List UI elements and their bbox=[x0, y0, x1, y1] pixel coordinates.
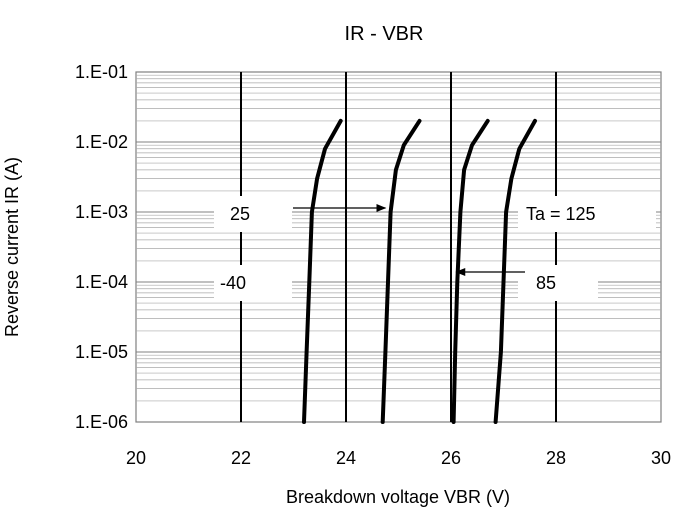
x-tick-label: 20 bbox=[126, 448, 146, 468]
series-line-3 bbox=[451, 118, 490, 424]
series-line-1 bbox=[302, 118, 343, 424]
plot-area bbox=[135, 71, 662, 423]
label-background bbox=[214, 196, 292, 232]
x-axis-label: Breakdown voltage VBR (V) bbox=[286, 487, 510, 507]
annotations: 25 -40 Ta = 125 85 bbox=[220, 204, 596, 293]
label-background bbox=[518, 196, 656, 232]
annotation-label: -40 bbox=[220, 273, 246, 293]
y-tick-label: 1.E-06 bbox=[75, 412, 128, 432]
annotation-label: Ta = 125 bbox=[526, 204, 596, 224]
y-tick-label: 1.E-02 bbox=[75, 132, 128, 152]
label-background bbox=[214, 265, 292, 301]
y-tick-label: 1.E-04 bbox=[75, 272, 128, 292]
y-tick-label: 1.E-05 bbox=[75, 342, 128, 362]
x-tick-label: 24 bbox=[336, 448, 356, 468]
x-tick-label: 26 bbox=[441, 448, 461, 468]
series-layer bbox=[302, 118, 537, 424]
y-tick-label: 1.E-01 bbox=[75, 62, 128, 82]
chart-title: IR - VBR bbox=[345, 23, 424, 45]
y-axis-label: Reverse current IR (A) bbox=[2, 157, 22, 337]
annotation-label: 25 bbox=[230, 204, 250, 224]
series-line-4 bbox=[493, 118, 537, 424]
annotation-label: 85 bbox=[536, 273, 556, 293]
label-background bbox=[518, 265, 598, 301]
x-tick-label: 28 bbox=[546, 448, 566, 468]
x-tick-label: 30 bbox=[651, 448, 671, 468]
y-tick-label: 1.E-03 bbox=[75, 202, 128, 222]
y-tick-labels: 1.E-06 1.E-05 1.E-04 1.E-03 1.E-02 1.E-01 bbox=[75, 62, 128, 432]
annotation-label-backgrounds bbox=[214, 196, 656, 301]
x-tick-label: 22 bbox=[231, 448, 251, 468]
series-line-2 bbox=[380, 118, 422, 424]
x-tick-labels: 20 22 24 26 28 30 bbox=[126, 448, 671, 468]
